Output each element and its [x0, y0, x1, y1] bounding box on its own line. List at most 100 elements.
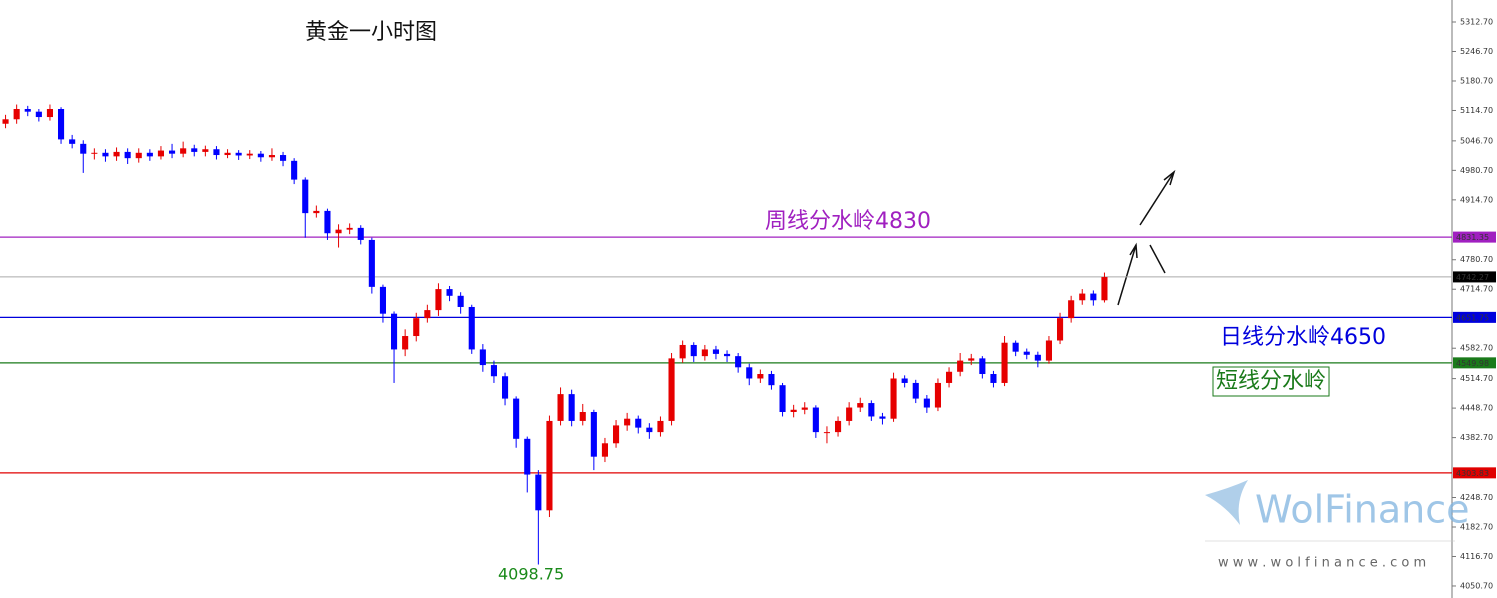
candle — [435, 283, 442, 316]
logo — [1205, 480, 1455, 542]
y-tick-label: 4448.70 — [1460, 404, 1493, 413]
candle — [113, 147, 120, 161]
candle-body — [446, 289, 453, 296]
candle — [24, 105, 31, 117]
y-tick-label: 4116.70 — [1460, 552, 1493, 561]
candle — [157, 146, 165, 160]
candle — [124, 148, 131, 164]
level-label: 4549.98 — [1456, 359, 1489, 368]
candle — [268, 148, 276, 161]
candle — [1090, 290, 1097, 306]
candle — [579, 403, 586, 426]
candle — [757, 369, 764, 383]
annotation: 周线分水岭4830 — [765, 209, 931, 234]
candle-body — [1023, 351, 1030, 355]
candle — [135, 148, 142, 163]
candle-body — [135, 152, 142, 159]
y-tick-label: 4514.70 — [1460, 374, 1493, 383]
candle — [413, 312, 420, 342]
candle-body — [279, 155, 287, 161]
candle-body — [368, 239, 375, 287]
candle-body — [579, 411, 586, 421]
candle-body — [435, 289, 442, 311]
level-label-box — [1453, 311, 1496, 323]
annotation: 日线分水岭4650 — [1220, 325, 1386, 350]
candle-body — [657, 420, 664, 433]
candle — [524, 436, 531, 493]
candle-body — [846, 407, 853, 421]
watermark: WolFinance — [1255, 488, 1470, 532]
candle-body — [912, 382, 919, 399]
candle — [668, 353, 675, 426]
candle — [279, 151, 287, 167]
candle — [779, 382, 786, 417]
candle-body — [413, 318, 420, 337]
candle-body — [701, 349, 708, 357]
candle-body — [890, 378, 897, 419]
candle-body — [191, 148, 198, 152]
y-tick-label: 4914.70 — [1460, 195, 1493, 204]
forecast-arrows — [1117, 169, 1176, 306]
candle — [257, 151, 264, 162]
candle — [324, 208, 331, 240]
candle — [1034, 351, 1041, 368]
candle-body — [557, 394, 564, 421]
candle-body — [69, 139, 76, 144]
candle-body — [1034, 354, 1041, 361]
candle — [957, 353, 964, 377]
candle — [690, 342, 697, 362]
candle-body — [146, 152, 153, 157]
candle-body — [568, 394, 575, 421]
chart-title: 黄金一小时图 — [305, 20, 437, 45]
candle-body — [246, 153, 253, 156]
candle — [546, 415, 553, 518]
candle — [246, 150, 253, 160]
candle-body — [524, 438, 531, 475]
candle — [912, 379, 919, 404]
y-tick-label: 4980.70 — [1460, 166, 1493, 175]
arrow-head — [1129, 242, 1138, 259]
candle — [790, 404, 797, 418]
candle-body — [923, 398, 930, 408]
y-tick-label: 4780.70 — [1460, 255, 1493, 264]
candle — [890, 372, 897, 422]
candle — [69, 134, 76, 149]
candle — [302, 177, 309, 238]
candle-body — [291, 160, 298, 180]
candle-body — [901, 378, 908, 383]
candle — [35, 108, 42, 122]
candle-body — [1090, 293, 1097, 301]
candle-body — [168, 150, 176, 154]
candle-body — [335, 229, 342, 234]
candle — [46, 104, 54, 121]
candle — [213, 146, 220, 160]
candle-body — [235, 152, 242, 156]
candle — [701, 344, 708, 361]
candle-body — [224, 152, 231, 156]
y-tick-label: 4182.70 — [1460, 522, 1493, 531]
candle-body — [424, 310, 431, 319]
candle — [1001, 336, 1008, 387]
candle — [945, 367, 953, 388]
candle-body — [257, 153, 264, 158]
candle-body — [1079, 293, 1086, 301]
candle-body — [390, 313, 398, 350]
arrow-head — [1163, 169, 1176, 186]
candle-body — [1056, 318, 1064, 341]
candle — [1101, 272, 1108, 303]
candle-body — [302, 179, 309, 214]
candle-body — [635, 418, 642, 428]
candle — [202, 145, 209, 157]
candle — [923, 395, 930, 413]
candle-body — [690, 344, 697, 357]
candle-body — [968, 358, 975, 361]
candle — [379, 284, 387, 323]
candle-body — [1012, 342, 1019, 352]
candle — [57, 107, 65, 144]
candle — [590, 409, 597, 471]
candle — [1023, 348, 1030, 360]
candle — [424, 304, 431, 323]
candle-body — [601, 443, 609, 457]
candle-body — [812, 407, 819, 433]
